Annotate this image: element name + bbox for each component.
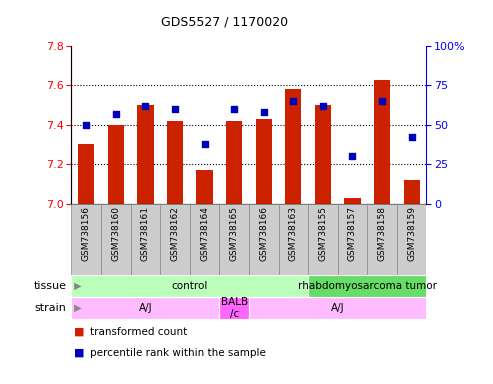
- Text: GSM738155: GSM738155: [318, 206, 327, 261]
- Point: [289, 98, 297, 104]
- Bar: [167, 121, 183, 204]
- Point: [408, 134, 416, 141]
- Point: [171, 106, 179, 112]
- Text: GSM738163: GSM738163: [289, 206, 298, 261]
- Bar: [308, 204, 338, 275]
- Point: [319, 103, 327, 109]
- Text: GSM738158: GSM738158: [378, 206, 387, 261]
- Text: GSM738157: GSM738157: [348, 206, 357, 261]
- Bar: [249, 204, 279, 275]
- Bar: [190, 204, 219, 275]
- Text: control: control: [172, 281, 208, 291]
- Text: BALB
/c: BALB /c: [220, 297, 248, 319]
- Text: GSM738162: GSM738162: [171, 206, 179, 260]
- Bar: [338, 204, 367, 275]
- Bar: [308, 275, 426, 297]
- Bar: [101, 204, 131, 275]
- Point: [201, 141, 209, 147]
- Text: A/J: A/J: [331, 303, 345, 313]
- Bar: [107, 125, 124, 204]
- Bar: [196, 170, 213, 204]
- Text: A/J: A/J: [139, 303, 152, 313]
- Bar: [255, 119, 272, 204]
- Point: [378, 98, 386, 104]
- Point: [82, 122, 90, 128]
- Text: tissue: tissue: [34, 281, 67, 291]
- Text: strain: strain: [35, 303, 67, 313]
- Bar: [219, 297, 249, 319]
- Bar: [71, 275, 308, 297]
- Point: [112, 111, 120, 117]
- Point: [141, 103, 149, 109]
- Bar: [344, 198, 361, 204]
- Text: ■: ■: [74, 348, 84, 358]
- Bar: [249, 297, 426, 319]
- Bar: [279, 204, 308, 275]
- Text: GSM738166: GSM738166: [259, 206, 268, 261]
- Text: GSM738164: GSM738164: [200, 206, 209, 260]
- Text: rhabdomyosarcoma tumor: rhabdomyosarcoma tumor: [298, 281, 437, 291]
- Text: percentile rank within the sample: percentile rank within the sample: [90, 348, 266, 358]
- Bar: [160, 204, 190, 275]
- Text: GSM738159: GSM738159: [407, 206, 416, 261]
- Bar: [374, 79, 390, 204]
- Bar: [219, 204, 249, 275]
- Bar: [226, 121, 242, 204]
- Point: [230, 106, 238, 112]
- Bar: [403, 180, 420, 204]
- Text: GSM738156: GSM738156: [82, 206, 91, 261]
- Text: GSM738161: GSM738161: [141, 206, 150, 261]
- Bar: [131, 204, 160, 275]
- Text: GSM738165: GSM738165: [230, 206, 239, 261]
- Bar: [78, 144, 95, 204]
- Text: GDS5527 / 1170020: GDS5527 / 1170020: [161, 15, 288, 28]
- Text: ▶: ▶: [71, 281, 82, 291]
- Text: transformed count: transformed count: [90, 327, 187, 337]
- Text: GSM738160: GSM738160: [111, 206, 120, 261]
- Bar: [71, 297, 219, 319]
- Bar: [71, 204, 101, 275]
- Bar: [315, 105, 331, 204]
- Bar: [397, 204, 426, 275]
- Text: ▶: ▶: [71, 303, 82, 313]
- Point: [349, 153, 356, 159]
- Bar: [285, 89, 301, 204]
- Text: ■: ■: [74, 327, 84, 337]
- Bar: [367, 204, 397, 275]
- Point: [260, 109, 268, 115]
- Bar: [137, 105, 154, 204]
